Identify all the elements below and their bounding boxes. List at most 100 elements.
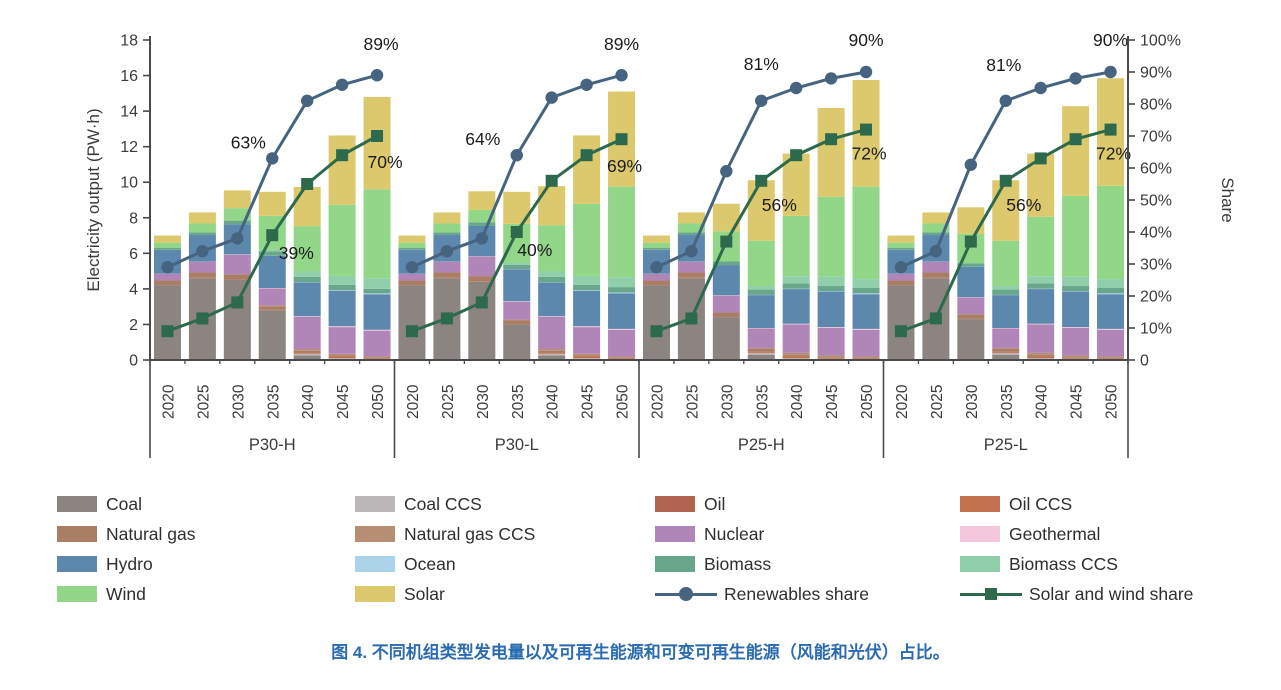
solar-wind-share-marker xyxy=(336,149,349,162)
bar-segment-wind xyxy=(223,208,251,221)
bar-segment-solar xyxy=(677,212,705,224)
renewables-share-marker xyxy=(196,245,209,258)
bar-segment-natural-gas-ccs xyxy=(608,356,636,358)
bar-segment-wind xyxy=(1027,216,1055,277)
bar-segment-solar xyxy=(747,180,775,241)
left-axis-tick-label: 10 xyxy=(120,175,138,192)
legend-line-circle-marker xyxy=(655,586,717,602)
solar-wind-share-marker xyxy=(615,133,628,146)
share-annotation: 70% xyxy=(368,152,403,172)
bar-segment-natural-gas xyxy=(642,280,670,285)
bar-segment-natural-gas-ccs xyxy=(573,353,601,356)
right-axis-tick-label: 40% xyxy=(1140,225,1172,242)
year-label: 2050 xyxy=(859,384,876,419)
share-annotation: 40% xyxy=(517,240,552,260)
bar-segment-biomass-ccs xyxy=(747,286,775,290)
year-label: 2040 xyxy=(545,384,562,419)
legend-swatch xyxy=(960,496,1000,512)
legend-label: Biomass xyxy=(704,553,772,574)
bar-segment-coal-ccs xyxy=(747,352,775,355)
solar-wind-share-marker xyxy=(475,296,488,309)
bar-segment-biomass xyxy=(852,288,880,294)
bar-segment-nuclear xyxy=(782,324,810,353)
bar-segment-coal xyxy=(538,355,566,360)
bar-segment-natural-gas xyxy=(153,280,181,285)
legend-item-ocean: Ocean xyxy=(355,554,655,574)
left-axis-tick-label: 12 xyxy=(120,139,138,156)
share-annotation: 89% xyxy=(364,34,399,54)
bar-segment-geothermal xyxy=(817,327,845,328)
year-label: 2040 xyxy=(300,384,317,419)
renewables-share-marker xyxy=(964,158,978,171)
bar-segment-natural-gas xyxy=(852,357,880,359)
bar-segment-natural-gas-ccs xyxy=(538,348,566,351)
bar-segment-natural-gas xyxy=(223,274,251,280)
bar-segment-biomass-ccs xyxy=(817,276,845,286)
bar-segment-wind xyxy=(538,225,566,272)
renewables-share-marker xyxy=(789,81,803,95)
bar-segment-oil-ccs xyxy=(538,352,566,354)
chart-legend: Coal Coal CCS Oil Oil CCS Natural gas Natural… xyxy=(57,494,1193,604)
right-axis-tick-label: 70% xyxy=(1140,129,1172,146)
legend-swatch xyxy=(57,586,97,602)
bar-segment-geothermal xyxy=(1097,328,1125,330)
solar-wind-share-marker xyxy=(1069,133,1082,146)
bar-segment-coal xyxy=(887,285,915,360)
bar-segment-solar xyxy=(957,207,985,234)
year-label: 2050 xyxy=(370,384,387,419)
bar-segment-natural-gas-ccs xyxy=(817,355,845,358)
bar-segment-wind xyxy=(573,203,601,276)
bar-segment-solar xyxy=(258,191,286,216)
bar-segment-nuclear xyxy=(433,261,461,273)
bar-segment-natural-gas xyxy=(1027,354,1055,357)
bar-segment-nuclear xyxy=(293,316,321,349)
bar-segment-nuclear xyxy=(642,273,670,281)
right-axis-tick-label: 20% xyxy=(1140,289,1172,306)
solar-wind-share-marker xyxy=(894,325,907,338)
bar-segment-natural-gas xyxy=(188,272,216,278)
bar-segment-solar xyxy=(328,135,356,205)
bar-segment-coal xyxy=(642,285,670,360)
bar-segment-nuclear xyxy=(573,327,601,354)
bar-segment-nuclear xyxy=(153,273,181,281)
legend-swatch xyxy=(355,586,395,602)
bar-segment-coal xyxy=(258,310,286,360)
bar-segment-nuclear xyxy=(747,328,775,349)
bar-segment-oil-ccs xyxy=(293,352,321,354)
bar-segment-natural-gas-ccs xyxy=(852,356,880,358)
bar-segment-solar xyxy=(642,235,670,243)
bar-segment-solar xyxy=(188,212,216,224)
bar-segment-coal xyxy=(468,281,496,360)
left-axis-tick-label: 18 xyxy=(120,33,138,50)
bar-segment-natural-gas-ccs xyxy=(258,305,286,307)
bar-segment-biomass-ccs xyxy=(1097,279,1125,288)
bar-segment-nuclear xyxy=(538,316,566,349)
bar-segment-nuclear xyxy=(608,329,636,357)
bar-segment-ocean xyxy=(608,292,636,294)
legend-item-oil: Oil xyxy=(655,494,960,514)
share-annotation: 56% xyxy=(1006,195,1041,215)
legend-item-geothermal: Geothermal xyxy=(960,524,1193,544)
bar-segment-hydro xyxy=(957,266,985,298)
legend-label: Biomass CCS xyxy=(1009,553,1118,574)
left-axis-tick-label: 8 xyxy=(129,210,138,227)
year-label: 2045 xyxy=(1069,385,1086,419)
left-axis-tick-label: 6 xyxy=(129,246,138,263)
share-annotation: 89% xyxy=(604,34,639,54)
renewables-share-marker xyxy=(824,72,838,85)
bar-segment-hydro xyxy=(1097,294,1125,329)
bar-segment-nuclear xyxy=(1062,328,1090,356)
year-label: 2025 xyxy=(195,385,212,419)
renewables-share-marker xyxy=(720,165,733,178)
renewables-share-marker xyxy=(894,261,908,274)
bar-segment-nuclear xyxy=(188,261,216,273)
renewables-share-marker xyxy=(231,232,244,245)
solar-wind-share-marker xyxy=(580,149,593,162)
bar-segment-coal xyxy=(957,319,985,360)
bar-segment-natural-gas xyxy=(363,357,391,359)
bar-segment-biomass xyxy=(1097,288,1125,294)
bar-segment-natural-gas xyxy=(398,280,426,285)
bar-segment-nuclear xyxy=(1097,329,1125,357)
bar-segment-hydro xyxy=(258,256,286,288)
left-axis-tick-label: 16 xyxy=(120,68,138,85)
